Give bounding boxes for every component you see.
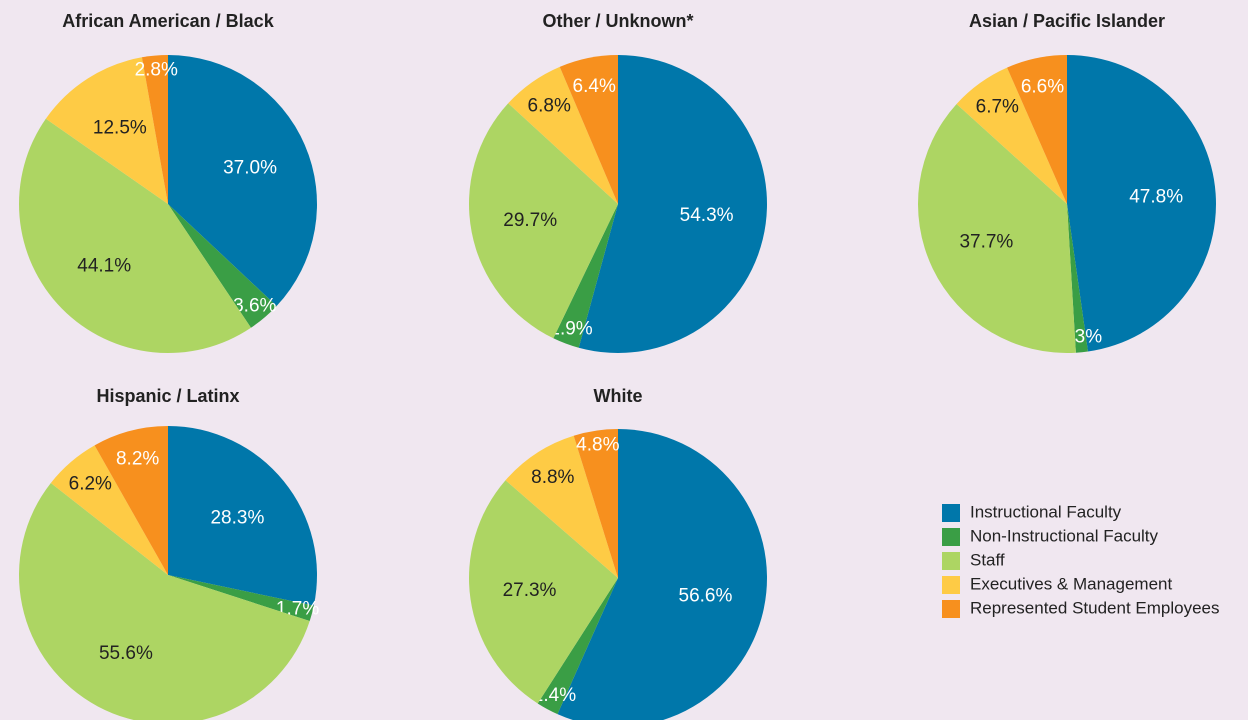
data-label: 44.1%	[77, 256, 131, 277]
data-label: 6.8%	[528, 96, 571, 117]
legend-label: Represented Student Employees	[970, 598, 1220, 617]
pie-slice	[1007, 55, 1067, 204]
pie-slice	[557, 429, 767, 720]
chart-title: African American / Black	[62, 11, 274, 31]
pie-slice	[168, 55, 317, 306]
pie-slice	[508, 66, 618, 205]
data-label: 54.3%	[680, 205, 734, 226]
pie-slice	[956, 67, 1067, 204]
data-label: 4.8%	[576, 434, 619, 455]
pie-slice	[553, 204, 618, 348]
legend-label: Executives & Management	[970, 574, 1172, 593]
data-label: 55.6%	[99, 643, 153, 664]
chart-title: White	[594, 386, 643, 406]
data-label: 37.7%	[959, 232, 1013, 253]
pie-slice	[94, 426, 168, 575]
pie-slice	[505, 435, 618, 578]
legend-swatch	[942, 600, 960, 618]
legend-label: Staff	[970, 550, 1005, 569]
chart-title: Asian / Pacific Islander	[969, 11, 1165, 31]
pie-slice	[19, 482, 310, 720]
pie-slice	[168, 575, 314, 622]
data-label: 37.0%	[223, 158, 277, 179]
data-label: 29.7%	[503, 210, 557, 231]
legend-label: Instructional Faculty	[970, 502, 1122, 521]
pie-slice	[50, 445, 168, 575]
pie-slice	[468, 480, 618, 704]
pie-slice	[918, 103, 1076, 353]
legend-swatch	[942, 528, 960, 546]
data-label: 12.5%	[93, 118, 147, 139]
data-label: 47.8%	[1129, 187, 1183, 208]
pie-slice	[1067, 204, 1088, 353]
data-label: 8.2%	[116, 449, 159, 470]
pie-slice	[1067, 55, 1216, 352]
pie-slice	[469, 103, 618, 339]
pie-slice	[559, 55, 618, 204]
pie-slice	[141, 55, 168, 204]
chart-title: Other / Unknown*	[542, 11, 693, 31]
legend-swatch	[942, 504, 960, 522]
pie-slice	[537, 578, 618, 715]
pie-slice	[168, 204, 277, 328]
legend-label: Non-Instructional Faculty	[970, 526, 1159, 545]
data-label: 2.8%	[135, 59, 178, 80]
pie-slice	[168, 426, 317, 606]
legend-swatch	[942, 576, 960, 594]
data-label: 6.7%	[976, 96, 1019, 117]
data-label: 6.6%	[1021, 76, 1064, 97]
data-label: 6.4%	[573, 76, 616, 97]
data-label: 27.3%	[503, 580, 557, 601]
pie-slice	[45, 57, 169, 205]
data-label: 6.2%	[69, 474, 112, 495]
data-label: 28.3%	[210, 508, 264, 529]
pie-slice	[578, 55, 767, 353]
pie-slice	[18, 118, 251, 354]
data-label: 56.6%	[679, 586, 733, 607]
pie-slice	[573, 429, 618, 578]
legend-swatch	[942, 552, 960, 570]
chart-title: Hispanic / Latinx	[96, 386, 239, 406]
data-label: 8.8%	[531, 467, 574, 488]
data-label: 3.6%	[233, 295, 276, 316]
